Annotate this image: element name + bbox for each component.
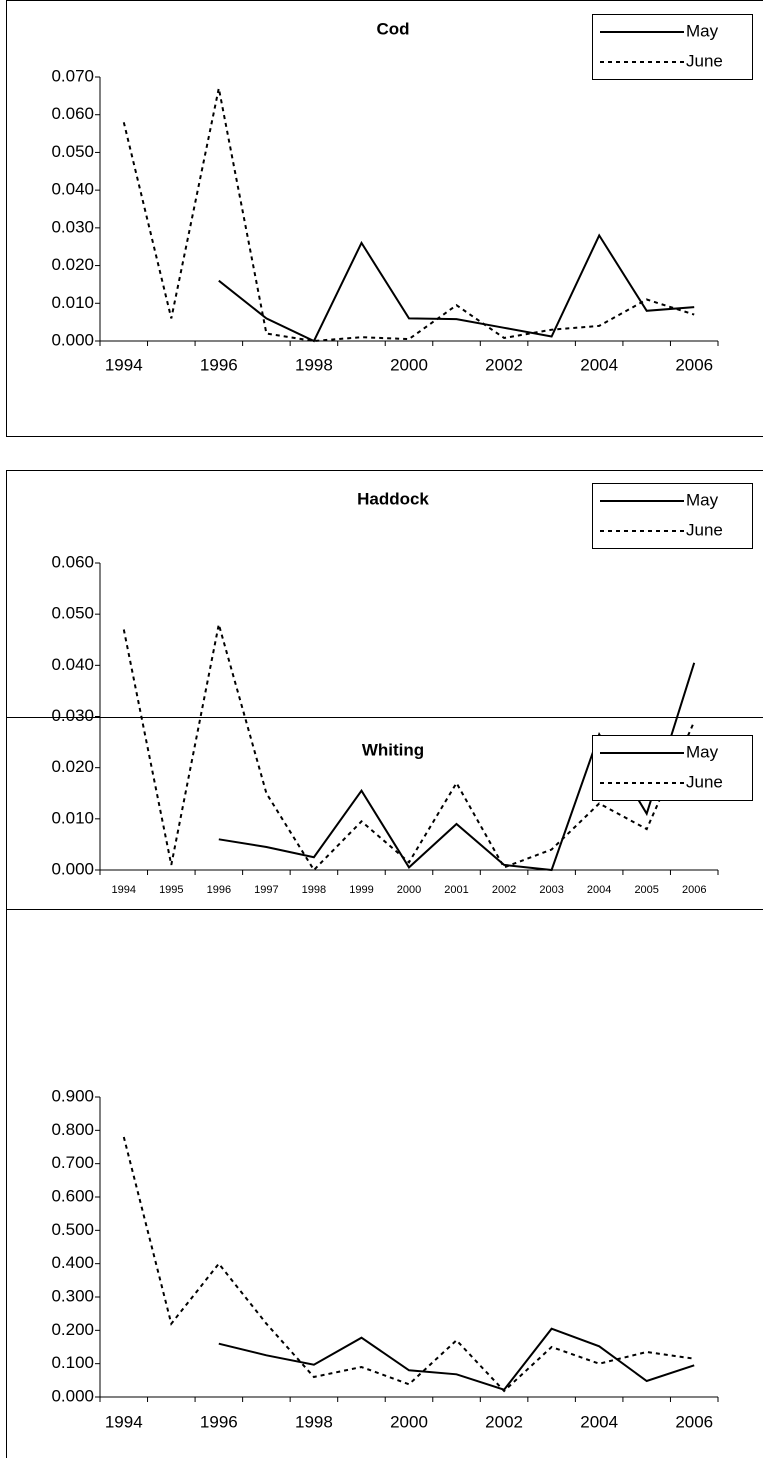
x-tick-label: 1996	[200, 1412, 238, 1431]
chart-title: Cod	[376, 19, 409, 38]
y-tick-label: 0.070	[51, 66, 94, 85]
x-tick-label: 1997	[254, 884, 278, 896]
legend-label: May	[686, 490, 719, 509]
x-tick-label: 1996	[207, 884, 231, 896]
y-tick-label: 0.010	[51, 293, 94, 312]
y-tick-label: 0.010	[51, 808, 94, 827]
x-tick-label: 1994	[105, 1412, 143, 1431]
series-line	[218, 233, 695, 343]
x-tick-label: 2000	[390, 355, 428, 374]
y-tick-label: 0.040	[51, 180, 94, 199]
chart-frame	[6, 470, 763, 910]
y-tick-label: 0.500	[51, 1220, 94, 1239]
series-line	[122, 624, 696, 872]
y-tick-label: 0.050	[51, 142, 94, 161]
x-tick-label: 1998	[295, 355, 333, 374]
legend-box	[592, 735, 753, 801]
legend-box	[592, 483, 753, 549]
chart: Whiting 0.000 0.100 0.200 0.300 0.400 0.500 0.6…	[6, 717, 763, 1458]
y-tick-label: 0.020	[51, 255, 94, 274]
y-tick-label: 0.040	[51, 655, 94, 674]
chart-frame	[6, 717, 763, 1458]
y-tick-label: 0.100	[51, 1353, 94, 1372]
y-tick-label: 0.030	[51, 706, 94, 725]
y-tick-label: 0.700	[51, 1153, 94, 1172]
y-tick-label: 0.060	[51, 552, 94, 571]
chart-title: Whiting	[362, 740, 424, 759]
x-tick-label: 2005	[634, 884, 658, 896]
legend-label: June	[686, 51, 723, 70]
y-tick-label: 0.000	[51, 330, 94, 349]
x-tick-label: 1998	[302, 884, 326, 896]
y-tick-label: 0.900	[51, 1086, 94, 1105]
x-tick-label: 1995	[159, 884, 183, 896]
y-tick-label: 0.060	[51, 104, 94, 123]
x-tick-label: 2002	[492, 884, 516, 896]
y-tick-label: 0.300	[51, 1286, 94, 1305]
x-tick-label: 2003	[539, 884, 563, 896]
x-tick-label: 2000	[397, 884, 421, 896]
x-tick-label: 2004	[587, 884, 611, 896]
legend-label: June	[686, 520, 723, 539]
legend-box	[592, 14, 753, 80]
chart: Haddock 0.000 0.010 0.020 0.030 0.040 0.050 0.0…	[6, 470, 763, 910]
y-tick-label: 0.000	[51, 859, 94, 878]
y-tick-label: 0.600	[51, 1186, 94, 1205]
y-tick-label: 0.050	[51, 604, 94, 623]
x-tick-label: 2004	[580, 355, 618, 374]
y-tick-label: 0.020	[51, 757, 94, 776]
x-tick-label: 2002	[485, 355, 523, 374]
x-tick-label: 1999	[349, 884, 373, 896]
chart-title: Haddock	[357, 489, 429, 508]
x-tick-label: 2000	[390, 1412, 428, 1431]
legend-label: May	[686, 21, 719, 40]
legend-label: May	[686, 742, 719, 761]
x-tick-label: 2006	[675, 1412, 713, 1431]
x-tick-label: 1998	[295, 1412, 333, 1431]
x-tick-label: 2002	[485, 1412, 523, 1431]
series-line	[218, 1327, 695, 1391]
y-tick-label: 0.800	[51, 1120, 94, 1139]
y-tick-label: 0.030	[51, 217, 94, 236]
chart-frame	[6, 0, 763, 437]
x-tick-label: 1994	[105, 355, 143, 374]
x-tick-label: 1996	[200, 355, 238, 374]
series-line	[122, 88, 695, 343]
chart: Cod 0.000 0.010 0.020 0.030 0.040 0.050 0.060 0.…	[6, 0, 763, 437]
y-tick-label: 0.200	[51, 1320, 94, 1339]
x-tick-label: 2006	[682, 884, 706, 896]
x-tick-label: 2004	[580, 1412, 618, 1431]
x-tick-label: 2006	[675, 355, 713, 374]
x-tick-label: 1994	[112, 884, 136, 896]
legend-label: June	[686, 772, 723, 791]
y-tick-label: 0.400	[51, 1253, 94, 1272]
y-tick-label: 0.000	[51, 1386, 94, 1405]
x-tick-label: 2001	[444, 884, 468, 896]
